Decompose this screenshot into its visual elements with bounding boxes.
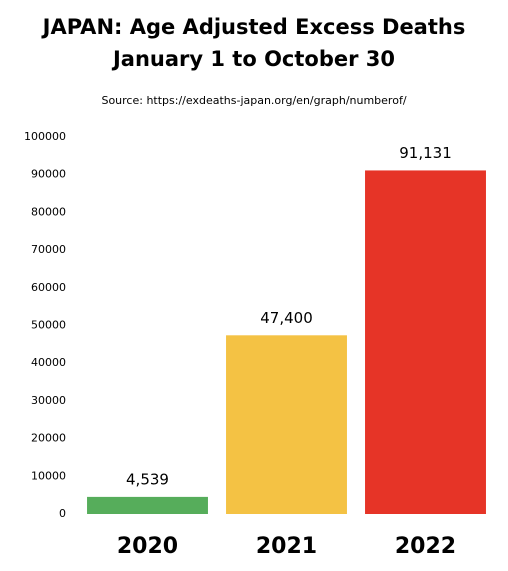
y-tick-label: 90000 [31, 168, 66, 181]
value-label: 4,539 [126, 470, 169, 488]
bar [365, 170, 486, 514]
y-tick-label: 30000 [31, 394, 66, 407]
chart-title: JAPAN: Age Adjusted Excess Deaths [41, 15, 466, 39]
y-tick-label: 80000 [31, 205, 66, 218]
x-tick-label: 2021 [256, 534, 317, 559]
y-tick-label: 0 [59, 507, 66, 520]
bar [87, 496, 208, 514]
value-label: 91,131 [399, 144, 452, 162]
y-tick-label: 20000 [31, 432, 66, 445]
x-tick-label: 2020 [117, 534, 178, 559]
chart-title: January 1 to October 30 [111, 47, 395, 71]
y-tick-label: 50000 [31, 319, 66, 332]
y-tick-label: 100000 [24, 130, 66, 143]
bar [226, 335, 347, 514]
y-tick-label: 10000 [31, 469, 66, 482]
x-tick-label: 2022 [395, 534, 456, 559]
y-tick-label: 60000 [31, 281, 66, 294]
value-label: 47,400 [260, 309, 313, 327]
source-note: Source: https://exdeaths-japan.org/en/gr… [101, 94, 406, 107]
y-tick-label: 70000 [31, 243, 66, 256]
y-tick-label: 40000 [31, 356, 66, 369]
